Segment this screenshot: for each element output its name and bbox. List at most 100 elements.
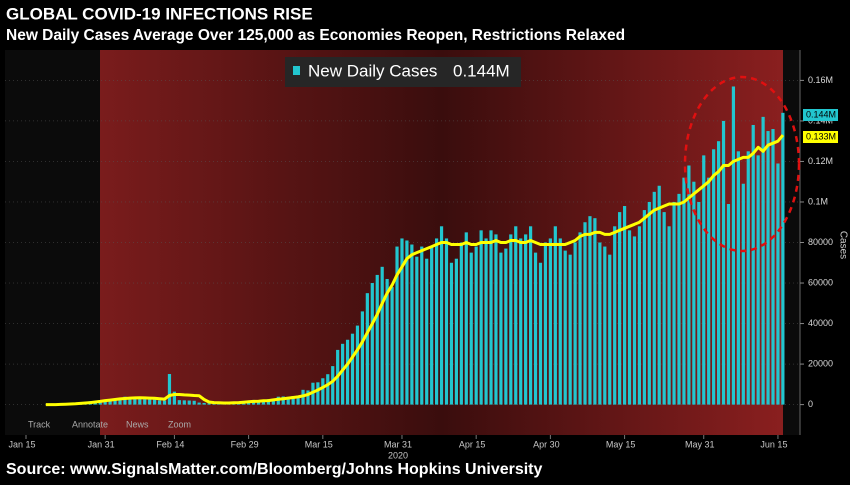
x-tick-label: Apr 30	[533, 439, 560, 449]
bar	[400, 238, 404, 405]
bar	[736, 151, 740, 405]
bar	[652, 191, 656, 405]
bar	[177, 400, 181, 405]
bar	[370, 283, 374, 405]
bar	[415, 256, 419, 405]
y-tick-label: 0	[808, 399, 813, 409]
legend	[285, 57, 521, 87]
toolbar: Track Annotate News Zoom	[28, 419, 191, 429]
bar	[385, 278, 389, 405]
bar	[687, 165, 691, 405]
bar	[326, 374, 330, 405]
bar	[108, 399, 112, 405]
bar	[514, 226, 518, 405]
bar	[528, 226, 533, 405]
bar	[162, 400, 167, 405]
y-tick-label: 60000	[808, 277, 833, 287]
x-tick-label: Mar 31	[384, 439, 412, 449]
bar	[291, 396, 295, 405]
value-tag	[803, 131, 838, 143]
bar	[682, 177, 686, 405]
bar	[202, 402, 206, 405]
bar	[286, 396, 290, 405]
bar	[365, 293, 369, 405]
bar	[153, 399, 157, 405]
bar	[192, 400, 196, 405]
bar	[474, 246, 478, 405]
bar	[568, 254, 572, 405]
bar	[519, 238, 523, 405]
bar	[425, 258, 429, 405]
bar	[405, 240, 409, 405]
bar	[672, 201, 676, 405]
x-tick-label: Jan 15	[8, 439, 35, 449]
bar	[771, 129, 775, 405]
bar	[143, 399, 147, 405]
x-tick-label: May 15	[606, 439, 636, 449]
bar	[726, 204, 731, 405]
value-tag-label: 0.133M	[806, 131, 836, 141]
bar	[707, 177, 711, 405]
grid	[5, 80, 800, 405]
bar	[761, 116, 765, 405]
bar	[533, 252, 538, 405]
bar	[662, 212, 666, 405]
bar	[751, 124, 755, 405]
bar	[331, 366, 335, 405]
bar	[509, 234, 513, 405]
bar	[341, 343, 345, 405]
bar	[355, 325, 360, 405]
bar	[123, 396, 127, 405]
bar	[459, 242, 463, 405]
value-tag	[803, 109, 838, 121]
legend-label: New Daily Cases	[308, 61, 437, 80]
bar	[128, 397, 132, 405]
legend-value: 0.144M	[453, 61, 510, 80]
bar	[321, 378, 325, 405]
x-tick-label: Jun 15	[760, 439, 787, 449]
bar	[464, 232, 468, 405]
bar	[608, 254, 612, 405]
bar	[524, 234, 528, 405]
toolbar-button[interactable]: Track	[28, 419, 51, 429]
bar	[430, 246, 434, 405]
bar	[578, 232, 582, 405]
toolbar-button[interactable]: Annotate	[72, 419, 108, 429]
bar	[380, 266, 384, 405]
bar	[563, 250, 567, 405]
line	[45, 134, 785, 407]
bar	[167, 374, 172, 405]
bar	[281, 396, 285, 405]
legend-swatch	[293, 66, 300, 75]
bar	[113, 398, 117, 405]
toolbar-button[interactable]: News	[126, 419, 149, 429]
bar	[439, 226, 444, 405]
bar	[484, 238, 488, 405]
y-tick-label: 0.12M	[808, 156, 833, 166]
bar	[316, 382, 320, 405]
bar	[133, 398, 137, 405]
bar	[454, 258, 458, 405]
bar	[395, 246, 399, 405]
bar	[583, 222, 587, 405]
value-tag-label: 0.144M	[806, 109, 836, 119]
toolbar-button[interactable]: Zoom	[168, 419, 191, 429]
bar	[138, 397, 142, 405]
bar	[350, 333, 355, 405]
bar	[375, 274, 379, 405]
x-tick-label: Feb 14	[156, 439, 184, 449]
bar	[553, 226, 557, 405]
bar	[632, 236, 637, 405]
bar	[627, 230, 632, 405]
bar	[657, 185, 661, 405]
bar	[647, 201, 651, 405]
bar	[731, 86, 736, 405]
x-tick-label: Jan 31	[88, 439, 115, 449]
bar	[469, 252, 473, 405]
bar	[479, 230, 483, 405]
bar	[618, 212, 622, 405]
bar	[499, 252, 503, 405]
bar	[603, 246, 607, 405]
annotation-ellipse	[683, 75, 801, 253]
